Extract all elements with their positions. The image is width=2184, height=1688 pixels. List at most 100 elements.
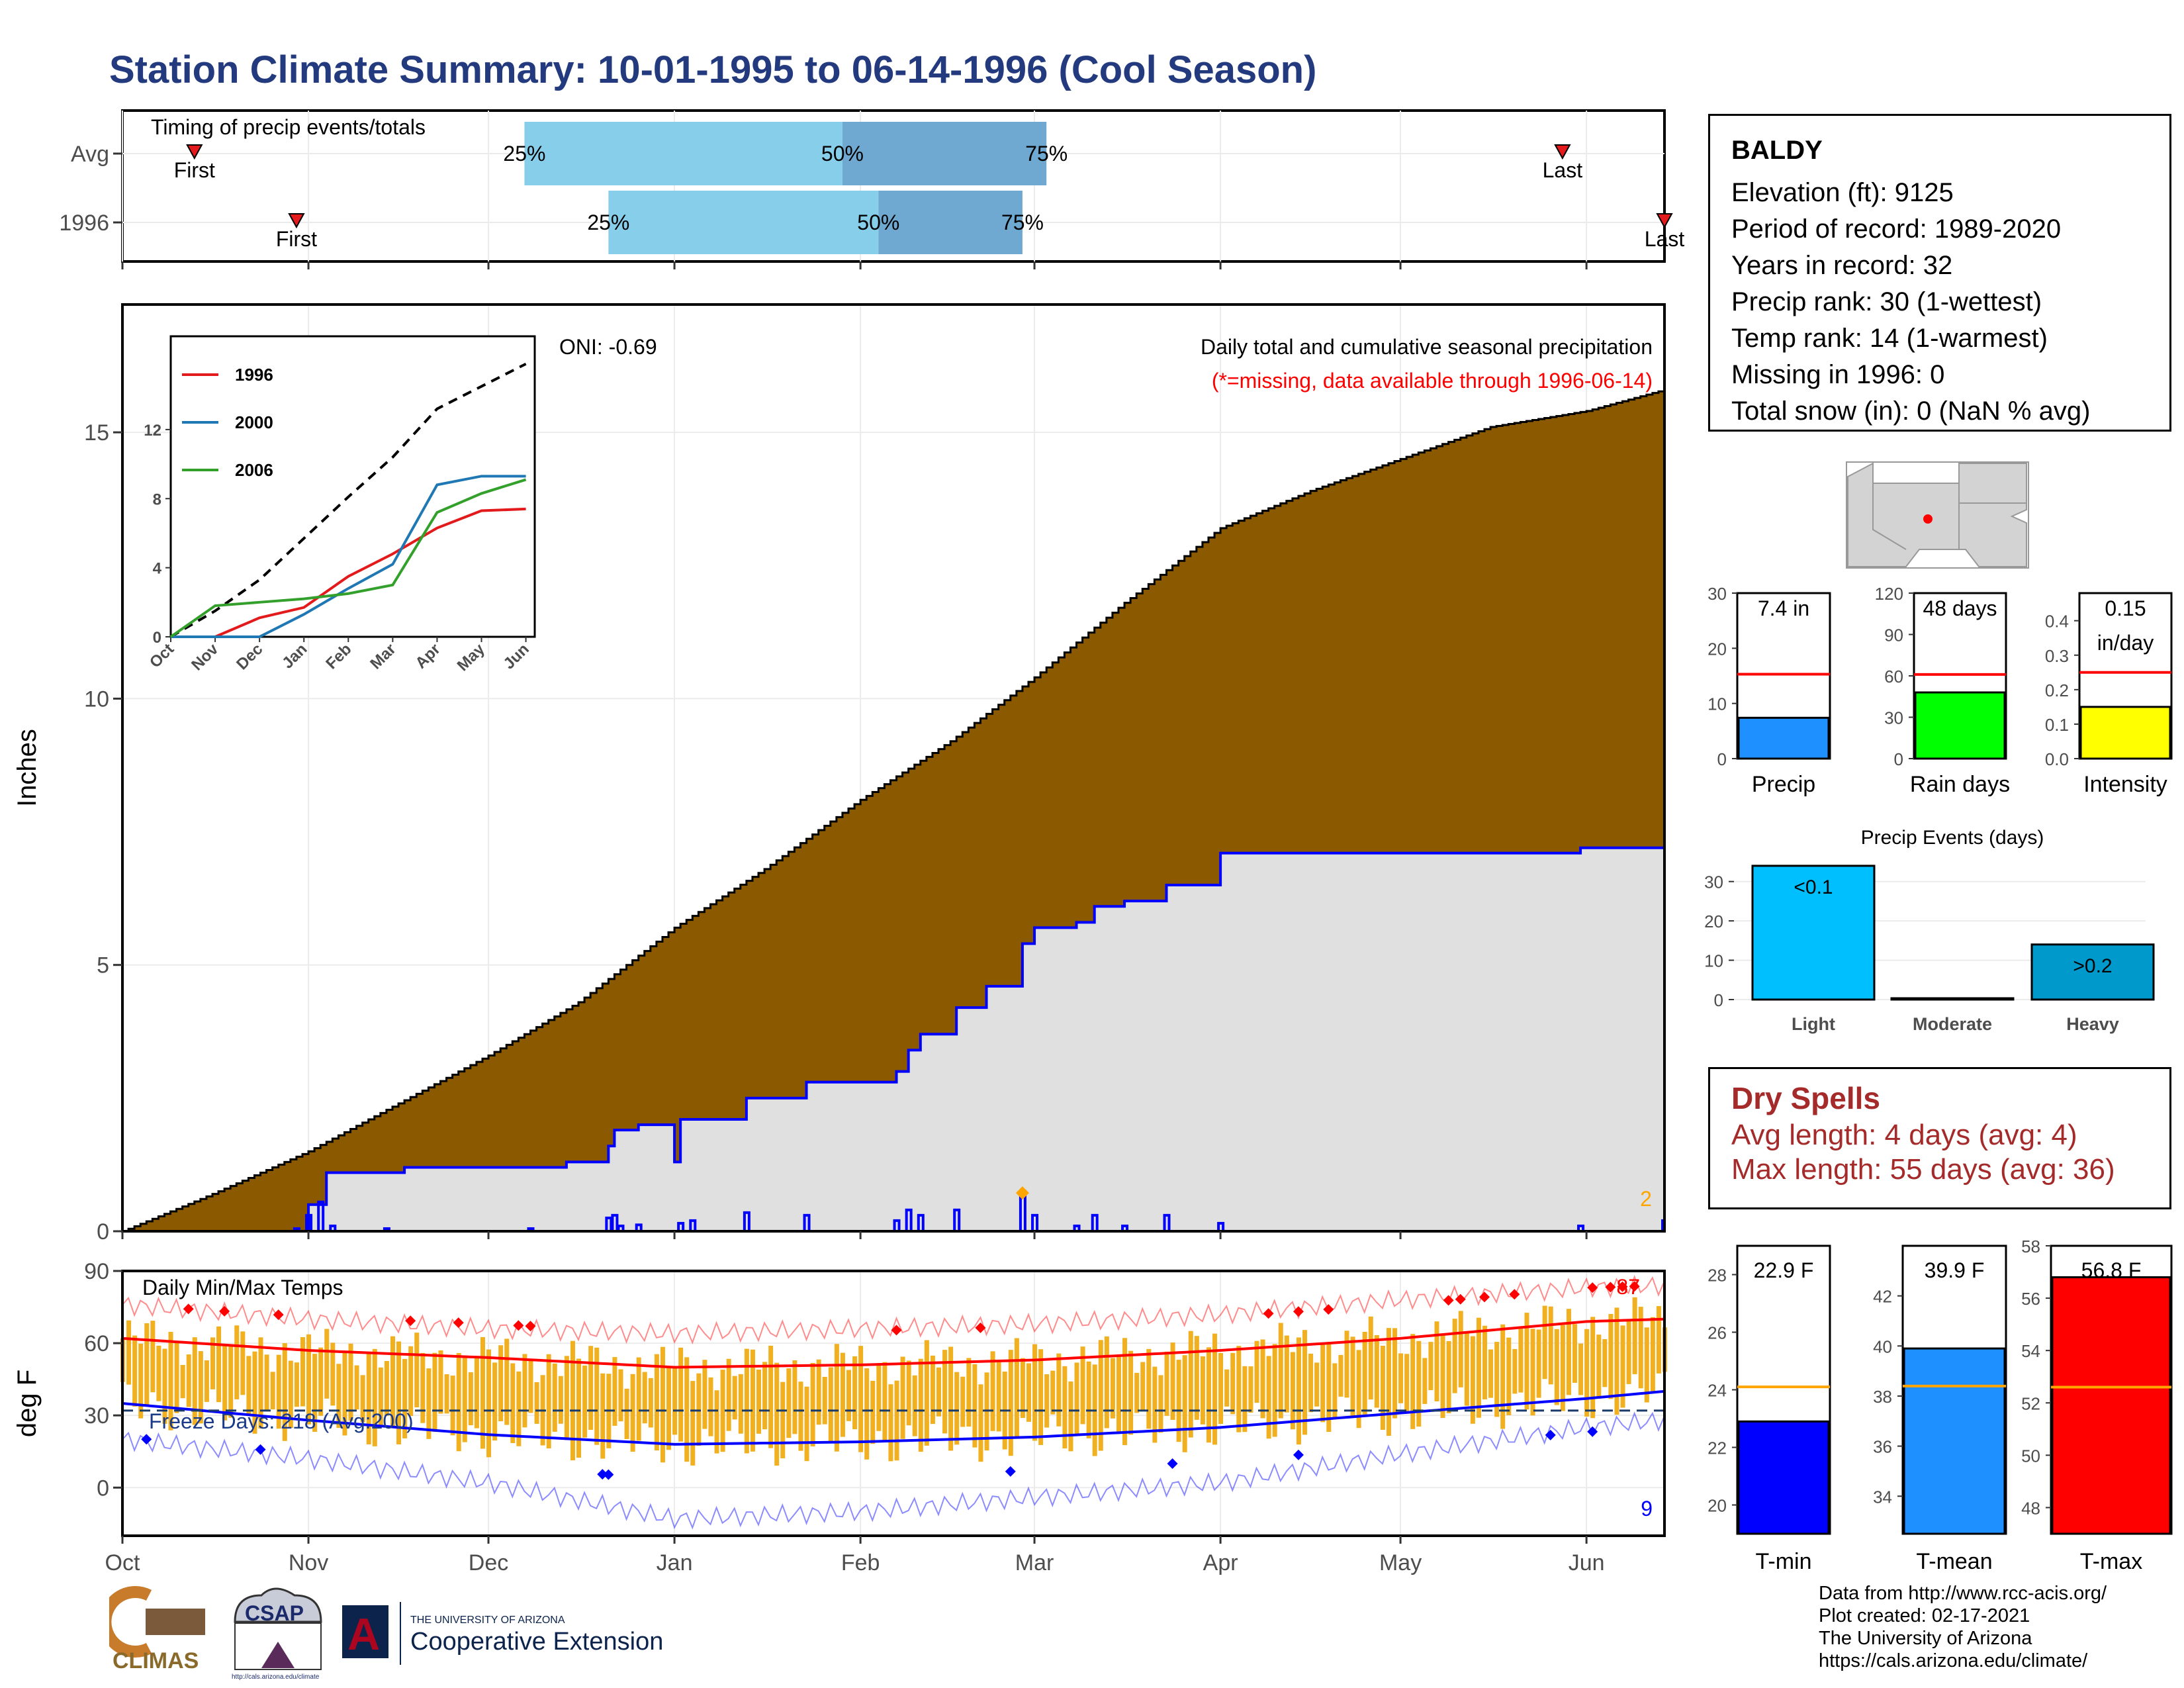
credit-line: https://cals.arizona.edu/climate/: [1819, 1650, 2088, 1671]
temp-daily-bar: [1362, 1331, 1367, 1415]
temp-daily-bar: [1644, 1327, 1649, 1403]
temp-daily-bar: [630, 1374, 635, 1452]
temp-mean-y-tick-label: 40: [1873, 1336, 1892, 1356]
temp-daily-bar: [378, 1367, 383, 1428]
record-low-marker: [1167, 1458, 1178, 1470]
timing-row-label: 1996: [59, 211, 109, 236]
precip-events-value: >0.2: [2073, 955, 2112, 977]
temp-daily-bar: [1026, 1363, 1031, 1422]
temp-daily-bar: [1584, 1329, 1590, 1417]
record-low-line: [122, 1411, 1665, 1530]
precip-y-tick-label: 10: [84, 686, 109, 712]
temp-mean-y-tick-label: 52: [2021, 1393, 2040, 1413]
temp-daily-bar: [1608, 1313, 1614, 1399]
temp-daily-bar: [1134, 1372, 1140, 1413]
temp-daily-bar: [1446, 1340, 1451, 1413]
temp-daily-bar: [396, 1341, 402, 1444]
temp-daily-bar: [420, 1352, 426, 1423]
temp-daily-bar: [786, 1368, 792, 1438]
temp-mean-y-tick-label: 26: [1707, 1323, 1727, 1343]
temp-daily-bar: [372, 1348, 377, 1446]
temp-daily-bar: [1332, 1363, 1338, 1418]
record-low-marker: [1587, 1426, 1598, 1437]
temp-x-tick-label: Mar: [1015, 1550, 1054, 1575]
season-total-y-tick-label: 10: [1707, 694, 1727, 714]
timing-event-label: Last: [1543, 158, 1583, 182]
temp-corner-low: 9: [1641, 1497, 1653, 1521]
temp-daily-bar: [456, 1352, 461, 1452]
temp-daily-bar: [1116, 1356, 1121, 1432]
temp-daily-bar: [138, 1343, 144, 1419]
temp-mean-y-tick-label: 56: [2021, 1289, 2040, 1309]
temp-daily-bar: [1050, 1370, 1056, 1415]
temp-daily-bar: [492, 1362, 498, 1441]
temp-daily-bar: [180, 1364, 185, 1399]
temp-daily-bar: [1224, 1369, 1230, 1407]
temp-daily-bar: [1512, 1348, 1518, 1394]
precip-panel-border: [121, 303, 1666, 1233]
record-high-marker: [1617, 1281, 1628, 1292]
temp-daily-bar: [480, 1336, 485, 1449]
temp-daily-bar: [558, 1376, 563, 1424]
timing-title: Timing of precip events/totals: [151, 115, 426, 139]
temp-daily-bar: [1536, 1329, 1541, 1398]
temp-daily-bar: [174, 1342, 179, 1413]
temp-daily-bar: [168, 1332, 173, 1430]
temp-daily-bar: [948, 1346, 954, 1451]
temp-daily-bar: [864, 1368, 870, 1460]
temp-corner-high: 87: [1616, 1275, 1640, 1299]
temp-daily-bar: [924, 1340, 929, 1446]
timing-q75-label: 75%: [1025, 142, 1068, 165]
temp-daily-bar: [1578, 1343, 1584, 1395]
record-high-marker: [1263, 1308, 1274, 1319]
temp-daily-bar: [954, 1372, 960, 1445]
timing-q25-q50-bar: [524, 122, 842, 185]
timing-q25-label: 25%: [503, 142, 545, 165]
season-total-label: Precip: [1752, 772, 1815, 797]
precip-events-category: Heavy: [2066, 1014, 2119, 1034]
temp-daily-bar: [1620, 1325, 1625, 1408]
temp-daily-bar: [354, 1365, 359, 1410]
temp-daily-bar: [1338, 1354, 1343, 1397]
temp-daily-bar: [1032, 1344, 1038, 1441]
temp-mean-y-tick-label: 48: [2021, 1498, 2040, 1518]
temp-daily-bar: [1194, 1336, 1199, 1420]
season-total-label: Intensity: [2083, 772, 2167, 797]
season-total-y-tick-label: 0: [1894, 749, 1903, 769]
temp-daily-bar: [930, 1355, 935, 1425]
temp-daily-bar: [654, 1354, 659, 1451]
temp-panel-border: [121, 1270, 1666, 1537]
season-total-y-tick-label: 60: [1884, 667, 1903, 686]
temp-mean-value: 56.8 F: [2081, 1258, 2142, 1282]
record-high-marker: [891, 1325, 902, 1336]
temp-daily-bar: [708, 1377, 713, 1436]
temp-daily-bar: [1614, 1307, 1619, 1415]
temp-daily-bar: [306, 1334, 312, 1425]
season-total-y-tick-label: 0: [1717, 749, 1727, 769]
temp-x-tick-label: Oct: [105, 1550, 140, 1575]
record-low-marker: [1005, 1466, 1016, 1477]
precip-y-axis-label: Inches: [13, 729, 42, 807]
temp-daily-bar: [618, 1369, 623, 1422]
credit-line: Plot created: 02-17-2021: [1819, 1605, 2030, 1626]
temp-daily-bar: [1200, 1356, 1205, 1425]
timing-event-label: Last: [1645, 227, 1685, 251]
temp-daily-bar: [672, 1367, 678, 1435]
temp-daily-bar: [1410, 1334, 1416, 1429]
record-high-marker: [273, 1309, 284, 1321]
station-elevation: Elevation (ft): 9125: [1731, 178, 1954, 207]
temp-mean-bar: [1737, 1420, 1830, 1535]
temp-daily-bar: [702, 1360, 707, 1429]
temp-daily-bar: [1038, 1349, 1044, 1445]
record-high-marker: [183, 1303, 194, 1315]
record-high-marker: [1455, 1293, 1466, 1305]
temp-daily-bar: [384, 1360, 389, 1416]
precip-events-bar: [1890, 997, 2015, 1001]
temp-daily-bar: [1602, 1338, 1608, 1387]
temp-daily-bar: [1260, 1339, 1265, 1419]
temp-daily-bar: [444, 1374, 449, 1414]
daily-precip-bar: [527, 1227, 535, 1231]
map-borders: [1872, 483, 2026, 550]
temp-daily-bar: [324, 1329, 330, 1399]
temp-daily-bar: [1494, 1342, 1500, 1417]
